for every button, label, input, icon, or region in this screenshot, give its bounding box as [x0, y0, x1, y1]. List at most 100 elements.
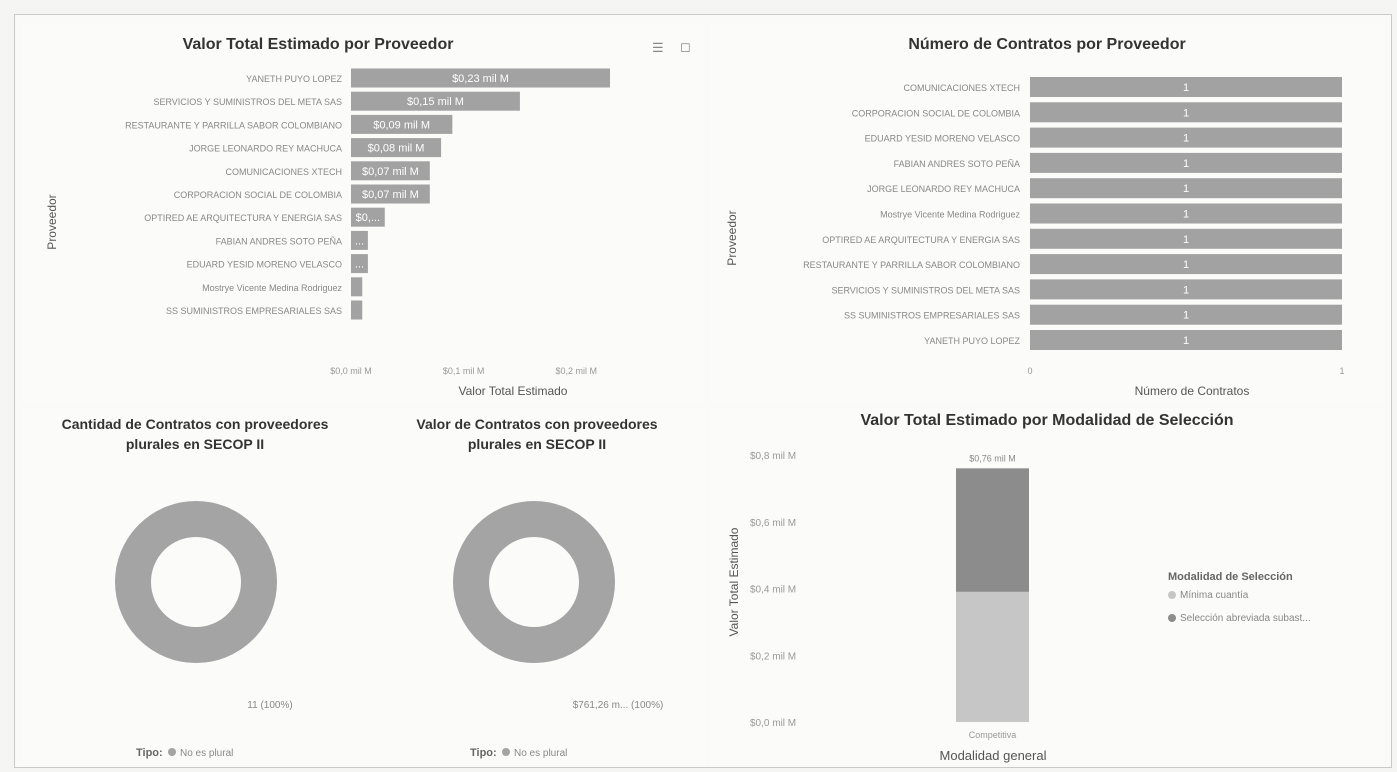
panel-cantidad-plurales[interactable]: Cantidad de Contratos con proveedores pl…	[22, 408, 368, 764]
bar[interactable]	[351, 254, 368, 274]
x-tick-label: $0,2 mil M	[555, 366, 597, 376]
bar[interactable]	[1030, 102, 1342, 123]
category-label: FABIAN ANDRES SOTO PEÑA	[216, 236, 342, 246]
slice-label: 11 (100%)	[247, 700, 292, 711]
y-tick-label: $0,2 mil M	[750, 651, 796, 662]
data-label: $0,07 mil M	[362, 166, 419, 178]
data-label: $0,09 mil M	[373, 119, 430, 131]
bar[interactable]	[1030, 77, 1342, 97]
legend-title: Tipo:	[470, 747, 497, 759]
data-label: $0,15 mil M	[407, 96, 464, 108]
category-label: OPTIRED AE ARQUITECTURA Y ENERGIA SAS	[822, 235, 1020, 245]
chart-title-line2: plurales en SECOP II	[125, 436, 265, 452]
data-label: 1	[1183, 82, 1189, 94]
category-label: EDUARD YESID MORENO VELASCO	[865, 134, 1020, 144]
panel-num-contratos[interactable]: Número de Contratos por Proveedor Provee…	[710, 24, 1384, 404]
legend-marker	[1168, 591, 1176, 599]
bar[interactable]	[351, 138, 442, 158]
data-label: ...	[355, 259, 364, 271]
category-label: OPTIRED AE ARQUITECTURA Y ENERGIA SAS	[144, 213, 342, 223]
legend-title: Modalidad de Selección	[1168, 571, 1293, 583]
data-label: 1	[1183, 335, 1189, 347]
legend-item[interactable]: No es plural	[180, 748, 233, 759]
total-label: $0,76 mil M	[969, 453, 1016, 463]
y-tick-label: $0,6 mil M	[750, 518, 796, 529]
data-label: 1	[1183, 284, 1189, 296]
bar[interactable]	[1030, 152, 1342, 173]
legend-marker	[502, 748, 510, 756]
x-axis-label: Modalidad general	[940, 748, 1047, 763]
stacked-bar-segment[interactable]	[956, 468, 1029, 592]
bar[interactable]	[1030, 178, 1342, 199]
category-label: RESTAURANTE Y PARRILLA SABOR COLOMBIANO	[125, 120, 342, 130]
bar[interactable]	[1030, 127, 1342, 148]
y-axis-label: Valor Total Estimado	[727, 527, 741, 636]
panel-modalidad[interactable]: Valor Total Estimado por Modalidad de Se…	[710, 408, 1384, 764]
data-label: 1	[1183, 133, 1189, 145]
bar[interactable]	[351, 184, 430, 204]
legend-marker	[168, 748, 176, 756]
category-label: FABIAN ANDRES SOTO PEÑA	[894, 159, 1020, 169]
donut-valor-svg: $761,26 m... (100%) Tipo: No es plural	[453, 501, 664, 759]
legend-marker	[1168, 614, 1176, 622]
slice-label: $761,26 m... (100%)	[573, 700, 664, 711]
x-tick-label: 0	[1027, 366, 1032, 376]
donut-slice-no-plural[interactable]	[453, 501, 615, 663]
bar[interactable]	[1030, 203, 1342, 224]
bar[interactable]	[351, 114, 453, 134]
legend-item[interactable]: Selección abreviada subast...	[1180, 613, 1311, 624]
bar[interactable]	[351, 91, 520, 111]
y-axis-label: Proveedor	[725, 210, 739, 265]
category-label: Mostrye Vicente Medina Rodriguez	[880, 210, 1020, 220]
bar[interactable]	[351, 277, 363, 297]
data-label: 1	[1183, 310, 1189, 322]
x-axis-label: Número de Contratos	[1135, 384, 1250, 398]
valor-proveedor-svg: Proveedor Valor Total Estimado $0,0 mil …	[45, 68, 610, 398]
bar[interactable]	[351, 230, 368, 250]
stacked-bar-segment[interactable]	[956, 591, 1029, 722]
legend-item[interactable]: No es plural	[514, 748, 567, 759]
x-category-label: Competitiva	[969, 730, 1017, 740]
bar[interactable]	[1030, 304, 1342, 325]
data-label: $0,...	[356, 212, 380, 224]
focus-mode-icon[interactable]: ◻	[680, 39, 691, 54]
data-label: 1	[1183, 183, 1189, 195]
category-label: CORPORACION SOCIAL DE COLOMBIA	[852, 108, 1020, 118]
bar[interactable]	[351, 300, 363, 320]
panel-valor-proveedor[interactable]: Valor Total Estimado por Proveedor ☰ ◻ P…	[22, 24, 704, 404]
data-label: 1	[1183, 209, 1189, 221]
category-label: JORGE LEONARDO REY MACHUCA	[867, 184, 1020, 194]
bar[interactable]	[351, 68, 610, 88]
category-label: RESTAURANTE Y PARRILLA SABOR COLOMBIANO	[803, 260, 1020, 270]
chart-title: Valor Total Estimado por Modalidad de Se…	[860, 412, 1234, 429]
chart-title-line1: Valor de Contratos con proveedores	[416, 416, 658, 432]
x-tick-label: $0,1 mil M	[443, 366, 485, 376]
filter-icon[interactable]: ☰	[652, 40, 664, 55]
bar[interactable]	[351, 161, 430, 181]
bar[interactable]	[1030, 330, 1342, 350]
category-label: SERVICIOS Y SUMINISTROS DEL META SAS	[831, 285, 1020, 295]
legend-item[interactable]: Mínima cuantía	[1180, 590, 1249, 601]
category-label: YANETH PUYO LOPEZ	[246, 74, 342, 84]
donut-slice-no-plural[interactable]	[115, 501, 277, 663]
panel-valor-plurales[interactable]: Valor de Contratos con proveedores plura…	[368, 408, 706, 764]
chart-title-line2: plurales en SECOP II	[467, 436, 607, 452]
data-label: 1	[1183, 234, 1189, 246]
bar[interactable]	[1030, 254, 1342, 275]
donut-cantidad-svg: 11 (100%) Tipo: No es plural	[115, 501, 293, 759]
data-label: 1	[1183, 158, 1189, 170]
data-label: 1	[1183, 107, 1189, 119]
bar[interactable]	[1030, 279, 1342, 300]
y-axis-label: Proveedor	[45, 194, 59, 249]
data-label: $0,07 mil M	[362, 189, 419, 201]
y-tick-label: $0,0 mil M	[750, 718, 796, 729]
category-label: SS SUMINISTROS EMPRESARIALES SAS	[844, 311, 1020, 321]
bar[interactable]	[1030, 228, 1342, 249]
category-label: JORGE LEONARDO REY MACHUCA	[189, 144, 342, 154]
data-label: ...	[355, 235, 364, 247]
data-label: $0,23 mil M	[452, 73, 509, 85]
chart-title-line1: Cantidad de Contratos con proveedores	[61, 416, 329, 432]
bar[interactable]	[351, 207, 385, 227]
category-label: SERVICIOS Y SUMINISTROS DEL META SAS	[153, 97, 342, 107]
category-label: SS SUMINISTROS EMPRESARIALES SAS	[166, 306, 342, 316]
